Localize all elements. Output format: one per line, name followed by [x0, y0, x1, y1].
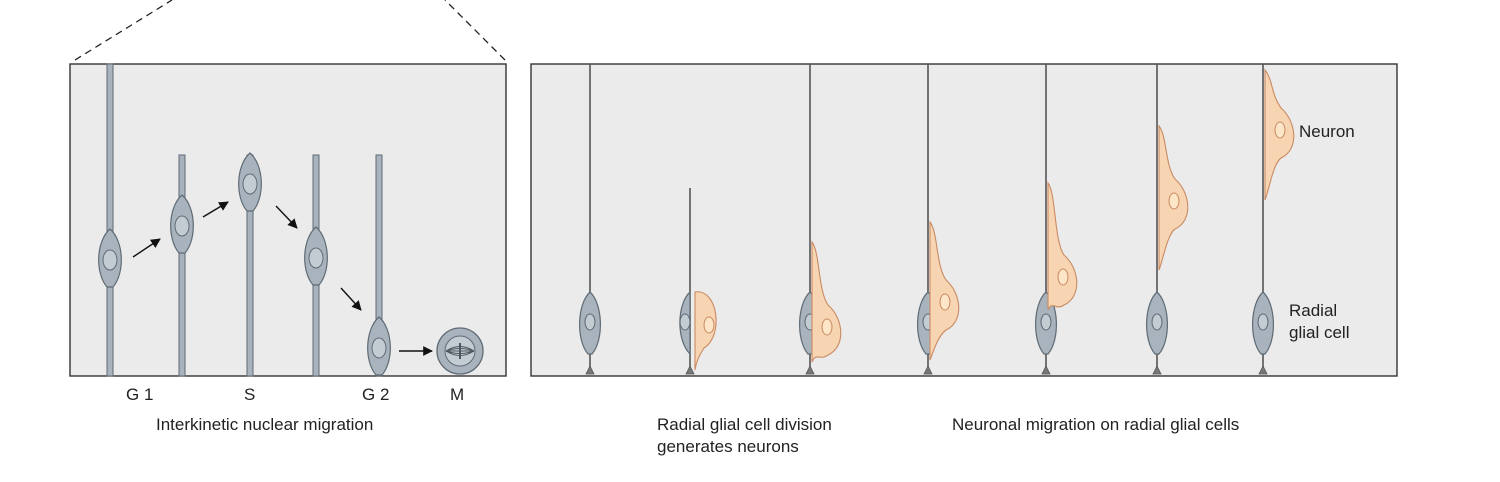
neuron-nucleus: [1057, 268, 1069, 286]
migrating-neuron: [929, 220, 960, 361]
nucleus: [102, 249, 118, 271]
endfoot: [805, 365, 815, 375]
arrow-icon: [132, 238, 161, 258]
interkinetic-panel: G 1 S G 2 M Interkinetic nuclear migrati…: [69, 63, 507, 434]
endfoot: [1152, 365, 1162, 375]
migrating-neuron: [811, 240, 842, 363]
neuron-nucleus: [1168, 192, 1180, 210]
phase-label-g1: G 1: [126, 385, 153, 404]
glial-nucleus: [1040, 313, 1052, 331]
migration-caption: Neuronal migration on radial glial cells: [952, 415, 1239, 434]
neuron-nucleus: [939, 293, 951, 311]
glial-nucleus: [584, 313, 596, 331]
endfoot: [1258, 365, 1268, 375]
nucleus: [242, 173, 258, 195]
neuron-nucleus: [1274, 121, 1286, 139]
arrow-icon: [275, 205, 298, 229]
phase-label-g2: G 2: [362, 385, 389, 404]
neuron-nucleus: [703, 316, 715, 334]
neuron-nucleus: [821, 318, 833, 336]
radial-glia-label-line2: glial cell: [1289, 323, 1349, 342]
phase-label-s: S: [244, 385, 255, 404]
mitotic-spindle-icon: [445, 343, 475, 359]
glial-nucleus: [1257, 313, 1269, 331]
neuron-label: Neuron: [1299, 122, 1355, 141]
radial-glia-sequence: [579, 64, 1295, 375]
radial-fiber: [106, 63, 114, 377]
division-caption-line2: generates neurons: [657, 437, 799, 456]
nucleus: [308, 247, 324, 269]
migration-arrows: [132, 201, 433, 356]
radial-fiber: [178, 154, 186, 377]
left-caption: Interkinetic nuclear migration: [156, 415, 373, 434]
left-panel-box: [69, 63, 507, 377]
radial-fiber: [375, 154, 383, 377]
division-caption-line1: Radial glial cell division: [657, 415, 832, 434]
arrow-icon: [202, 201, 229, 218]
endfoot: [1041, 365, 1051, 375]
radial-glia-label-line1: Radial: [1289, 301, 1337, 320]
phase-label-m: M: [450, 385, 464, 404]
zoom-guide-lines: [74, 0, 506, 61]
endfoot: [685, 365, 695, 375]
mitotic-cell: [436, 327, 484, 375]
nucleus: [371, 337, 387, 359]
nucleus: [174, 215, 190, 237]
interkinetic-cells: [98, 152, 391, 376]
arrow-icon: [340, 287, 362, 311]
endfoot: [923, 365, 933, 375]
glial-nucleus: [679, 313, 691, 331]
migrating-neuron: [1047, 181, 1078, 311]
endfoot: [585, 365, 595, 375]
neuronal-migration-panel: Neuron Radial glial cell Radial glial ce…: [530, 63, 1398, 456]
glial-nucleus: [1151, 313, 1163, 331]
